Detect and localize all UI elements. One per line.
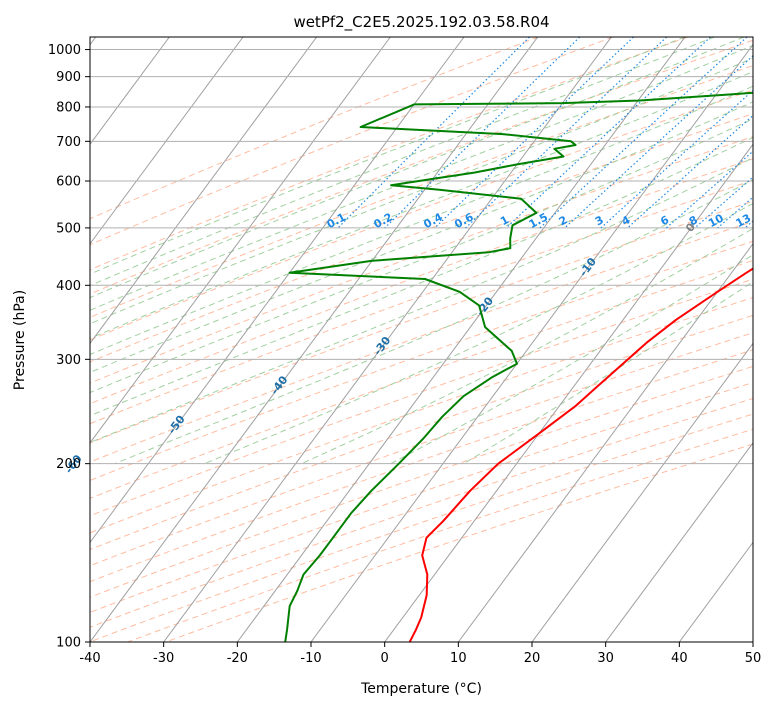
plot-frame — [89, 36, 754, 643]
dry-adiabat-line — [90, 332, 753, 567]
moist-adiabat-line — [90, 71, 753, 339]
isotherm-line — [90, 37, 318, 345]
dry-adiabat-line — [90, 89, 753, 341]
x-axis-label: Temperature (°C) — [360, 681, 482, 697]
moist-adiabat-line — [390, 254, 753, 465]
isotherm-line — [605, 442, 753, 642]
plot-area — [90, 37, 753, 642]
x-tick-label: -30 — [153, 651, 174, 666]
moist-adiabat-line — [90, 37, 686, 275]
mixing-ratio-line — [767, 37, 775, 228]
isotherm-line — [310, 43, 753, 642]
dry-adiabat-line — [127, 428, 753, 642]
isotherm-line — [236, 37, 686, 642]
dry-adiabat-line — [90, 349, 753, 583]
x-tick-label: 0 — [381, 651, 389, 666]
y-tick-label: 1000 — [48, 43, 81, 58]
isotherm-line — [90, 37, 170, 146]
y-axis: 100 200 300 400 500 600 700 800 900 1000 — [48, 43, 90, 651]
dry-adiabat-line — [90, 158, 753, 405]
y-tick-label: 600 — [56, 174, 81, 189]
x-tick-label: 10 — [450, 651, 467, 666]
dry-adiabat-line — [90, 365, 753, 598]
moist-adiabat-line — [204, 202, 753, 465]
mixing-ratio-line — [505, 37, 711, 229]
mixing-ratio-line — [539, 37, 748, 229]
dry-adiabat-line — [90, 397, 753, 628]
dry-adiabat-line — [90, 37, 688, 271]
x-tick-label: -10 — [300, 651, 321, 666]
x-tick-label: -20 — [227, 651, 248, 666]
x-tick-label: 30 — [597, 651, 614, 666]
x-tick-label: 20 — [524, 651, 541, 666]
dry-adiabat-line — [165, 443, 753, 642]
dewpoint-profile-line — [284, 91, 753, 642]
isotherm-line — [457, 242, 753, 642]
y-tick-label: 800 — [56, 100, 81, 115]
dry-adiabat-line — [90, 135, 753, 384]
chart-title: wetPf2_C2E5.2025.192.03.58.R04 — [293, 13, 549, 32]
isotherm-line — [90, 37, 244, 245]
isotherm-line — [90, 37, 539, 642]
y-axis-label: Pressure (hPa) — [12, 290, 28, 390]
isotherm-line — [752, 641, 753, 642]
dry-adiabat-line — [90, 37, 539, 220]
x-axis: -40 -30 -20 -10 0 10 20 30 40 50 — [79, 642, 761, 666]
sounding-lines — [284, 91, 753, 642]
isotherm-line — [90, 37, 465, 544]
mixing-ratio-line — [627, 114, 753, 229]
moist-adiabat-line — [90, 118, 753, 394]
dry-adiabat-line — [90, 413, 753, 642]
moist-adiabat-line — [114, 179, 753, 465]
isotherm-line — [90, 37, 391, 444]
mixing-ratio-label: 10 — [706, 211, 726, 230]
dry-adiabat-line — [90, 65, 753, 318]
x-tick-label: -40 — [79, 651, 100, 666]
y-tick-label: 300 — [56, 353, 81, 368]
dry-adiabat-line — [90, 200, 753, 444]
isotherm-line — [384, 143, 753, 642]
x-tick-label: 40 — [671, 651, 688, 666]
y-tick-label: 900 — [56, 70, 81, 85]
dry-adiabat-line — [90, 113, 753, 363]
x-tick-label: 50 — [745, 651, 762, 666]
y-tick-label: 100 — [56, 636, 81, 651]
y-tick-label: 700 — [56, 135, 81, 150]
isotherm-line — [531, 342, 753, 642]
y-tick-label: 200 — [56, 457, 81, 472]
moist-adiabat-line — [90, 37, 745, 299]
dry-adiabat-line — [90, 179, 753, 425]
temperature-profile-line — [408, 267, 753, 642]
dry-adiabat-line — [90, 37, 614, 246]
mixing-ratio-line — [337, 37, 530, 229]
moist-adiabat-line — [90, 44, 753, 311]
mixing-ratio-label: 13 — [734, 211, 754, 230]
mixing-ratio-line — [564, 54, 753, 229]
y-tick-label: 400 — [56, 279, 81, 294]
dry-adiabat-line — [90, 381, 753, 613]
y-tick-label: 500 — [56, 221, 81, 236]
dry-adiabat-line — [90, 220, 753, 463]
moist-adiabat-line — [90, 157, 753, 444]
moist-adiabat-line — [90, 37, 715, 287]
